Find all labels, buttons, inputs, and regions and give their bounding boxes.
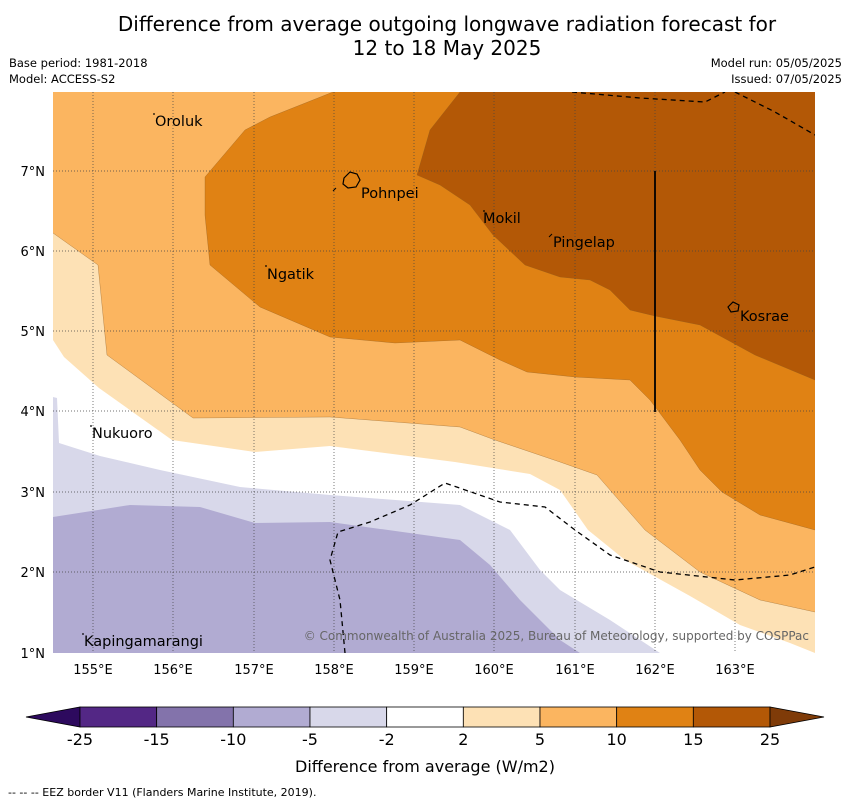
colorbar-segment: [232, 706, 311, 728]
ngatik-marker: [265, 265, 267, 267]
lat-label: 4°N: [21, 405, 46, 420]
place-label-pingelap: Pingelap: [553, 235, 615, 251]
colorbar-segment: [616, 706, 694, 728]
meta-left: Base period: 1981-2018 Model: ACCESS-S2: [9, 55, 148, 87]
lon-label: 155°E: [73, 663, 113, 678]
model-run: Model run: 05/05/2025: [710, 56, 842, 70]
oroluk-marker: [153, 113, 155, 115]
longitude-labels: 155°E 156°E 157°E 158°E 159°E 160°E 161°…: [73, 663, 755, 678]
colorbar-tick-label: 10: [606, 730, 626, 749]
place-label-oroluk: Oroluk: [155, 114, 203, 130]
lon-label: 162°E: [635, 663, 675, 678]
lon-label: 161°E: [555, 663, 595, 678]
place-label-kapingamarangi: Kapingamarangi: [84, 634, 203, 650]
issued-date: Issued: 07/05/2025: [731, 72, 842, 86]
colorbar-extend-high: [769, 706, 825, 728]
contour-fills: [53, 92, 815, 653]
lat-label: 5°N: [21, 325, 46, 340]
colorbar: -25 -15 -10 -5 -2 2 5 10 15 25: [25, 706, 825, 749]
place-label-mokil: Mokil: [483, 211, 521, 227]
lat-label: 3°N: [21, 486, 46, 501]
graticule: [53, 92, 815, 653]
colorbar-label: Difference from average (W/m2): [295, 757, 555, 776]
copyright-notice: © Commonwealth of Australia 2025, Bureau…: [304, 629, 809, 643]
kapingamarangi-marker: [82, 633, 84, 635]
lon-label: 156°E: [153, 663, 193, 678]
meta-right: Model run: 05/05/2025 Issued: 07/05/2025: [711, 55, 842, 87]
eez-caption: -- -- -- EEZ border V11 (Flanders Marine…: [8, 786, 317, 799]
colorbar-tick-label: -15: [144, 730, 170, 749]
lon-label: 163°E: [715, 663, 755, 678]
colorbar-tick-label: 15: [683, 730, 703, 749]
colorbar-tick-label: 2: [458, 730, 468, 749]
colorbar-segment: [156, 706, 234, 728]
colorbar-segment: [539, 706, 618, 728]
title-line-1: Difference from average outgoing longwav…: [117, 12, 777, 36]
colorbar-tick-label: 25: [760, 730, 780, 749]
pohnpei-island-icon: [342, 171, 361, 189]
lat-label: 1°N: [21, 647, 46, 662]
colorbar-extend-low: [25, 706, 81, 728]
lon-label: 160°E: [474, 663, 514, 678]
colorbar-segment: [386, 706, 464, 728]
colorbar-tick-label: -25: [67, 730, 93, 749]
lon-label: 158°E: [314, 663, 354, 678]
lat-label: 7°N: [21, 165, 46, 180]
colorbar-segment: [692, 706, 771, 728]
mokil-marker: [483, 210, 485, 212]
lon-label: 157°E: [234, 663, 274, 678]
place-label-ngatik: Ngatik: [267, 267, 315, 283]
colorbar-tick-label: 5: [535, 730, 545, 749]
colorbar-tick-label: -5: [302, 730, 318, 749]
band-15-25: [417, 92, 815, 380]
place-label-pohnpei: Pohnpei: [361, 186, 419, 202]
colorbar-tick-label: -2: [379, 730, 395, 749]
place-label-nukuoro: Nukuoro: [92, 426, 153, 442]
place-label-kosrae: Kosrae: [740, 309, 789, 325]
pingelap-marker: [548, 233, 553, 238]
colorbar-segment: [79, 706, 158, 728]
lon-label: 159°E: [394, 663, 434, 678]
map-title: Difference from average outgoing longwav…: [0, 12, 850, 60]
base-period: Base period: 1981-2018: [9, 56, 148, 70]
model-name: Model: ACCESS-S2: [9, 72, 116, 86]
colorbar-segment: [309, 706, 388, 728]
title-line-2: 12 to 18 May 2025: [352, 36, 542, 60]
kosrae-island-icon: [727, 301, 740, 313]
band-minus10-minus5: [53, 505, 580, 653]
eez-border: [329, 92, 815, 653]
colorbar-tick-label: -10: [220, 730, 246, 749]
latitude-labels: 7°N 6°N 5°N 4°N 3°N 2°N 1°N: [21, 165, 46, 662]
nukuoro-marker: [90, 425, 92, 427]
islet-mark: [332, 187, 337, 192]
lat-label: 2°N: [21, 566, 46, 581]
lat-label: 6°N: [21, 245, 46, 260]
colorbar-segment: [462, 706, 541, 728]
